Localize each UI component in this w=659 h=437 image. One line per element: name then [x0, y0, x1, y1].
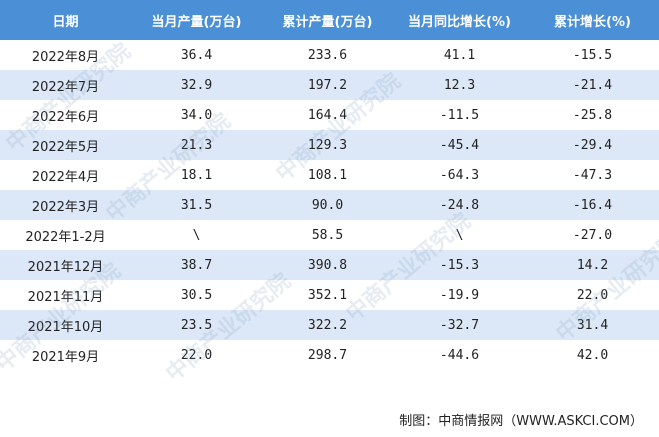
cell-monthly-output: 23.5: [180, 317, 213, 333]
table-row: 2022年3月 31.5 90.0 -24.8 -16.4: [0, 190, 659, 220]
header-monthly-yoy: 当月同比增长(%): [408, 14, 511, 30]
cell-cumulative-growth: 31.4: [576, 317, 609, 333]
cell-cumulative-output: 108.1: [307, 167, 348, 183]
cell-date: 2022年1-2月: [25, 229, 106, 245]
cell-cumulative-output: 233.6: [307, 47, 348, 63]
table-row: 2021年9月 22.0 298.7 -44.6 42.0: [0, 340, 659, 370]
production-table: 日期 当月产量(万台) 累计产量(万台) 当月同比增长(%) 累计增长(%) 2…: [0, 0, 659, 370]
footer-band: [0, 400, 659, 437]
cell-monthly-yoy: -24.8: [439, 197, 480, 213]
cell-monthly-output: 34.0: [180, 107, 213, 123]
cell-monthly-yoy: 12.3: [443, 77, 476, 93]
table-row: 2022年7月 32.9 197.2 12.3 -21.4: [0, 70, 659, 100]
cell-date: 2021年11月: [27, 289, 104, 305]
cell-cumulative-output: 197.2: [307, 77, 348, 93]
table-row: 2021年12月 38.7 390.8 -15.3 14.2: [0, 250, 659, 280]
cell-cumulative-output: 129.3: [307, 137, 348, 153]
cell-cumulative-growth: 22.0: [576, 287, 609, 303]
cell-cumulative-growth: -47.3: [572, 167, 613, 183]
table-row: 2022年6月 34.0 164.4 -11.5 -25.8: [0, 100, 659, 130]
cell-monthly-yoy: -32.7: [439, 317, 480, 333]
table-header-row: 日期 当月产量(万台) 累计产量(万台) 当月同比增长(%) 累计增长(%): [0, 0, 659, 40]
source-credit: 制图：中商情报网（WWW.ASKCI.COM）: [399, 414, 643, 429]
table-row: 2022年4月 18.1 108.1 -64.3 -47.3: [0, 160, 659, 190]
cell-date: 2022年7月: [31, 79, 100, 95]
cell-cumulative-output: 298.7: [307, 347, 348, 363]
header-cumulative-growth: 累计增长(%): [554, 14, 631, 30]
cell-monthly-yoy: -64.3: [439, 167, 480, 183]
cell-monthly-output: 38.7: [180, 257, 213, 273]
cell-date: 2022年4月: [31, 169, 100, 185]
table-row: 2022年1-2月 \ 58.5 \ -27.0: [0, 220, 659, 250]
cell-monthly-output: 30.5: [180, 287, 213, 303]
table-row: 2021年11月 30.5 352.1 -19.9 22.0: [0, 280, 659, 310]
cell-date: 2022年8月: [31, 49, 100, 65]
table-row: 2022年8月 36.4 233.6 41.1 -15.5: [0, 40, 659, 70]
cell-monthly-output: 21.3: [180, 137, 213, 153]
table-row: 2022年5月 21.3 129.3 -45.4 -29.4: [0, 130, 659, 160]
cell-monthly-output: 31.5: [180, 197, 213, 213]
cell-cumulative-output: 322.2: [307, 317, 348, 333]
header-monthly-output: 当月产量(万台): [151, 14, 242, 30]
cell-monthly-yoy: \: [455, 227, 464, 243]
cell-cumulative-output: 58.5: [311, 227, 344, 243]
cell-cumulative-growth: 14.2: [576, 257, 609, 273]
cell-cumulative-output: 164.4: [307, 107, 348, 123]
cell-cumulative-growth: 42.0: [576, 347, 609, 363]
cell-monthly-output: 32.9: [180, 77, 213, 93]
cell-date: 2021年10月: [27, 319, 104, 335]
header-date: 日期: [52, 14, 79, 30]
cell-cumulative-growth: -16.4: [572, 197, 613, 213]
cell-monthly-yoy: -44.6: [439, 347, 480, 363]
cell-cumulative-output: 390.8: [307, 257, 348, 273]
cell-cumulative-growth: -27.0: [572, 227, 613, 243]
cell-cumulative-output: 352.1: [307, 287, 348, 303]
cell-monthly-output: 36.4: [180, 47, 213, 63]
cell-monthly-yoy: -45.4: [439, 137, 480, 153]
cell-cumulative-output: 90.0: [311, 197, 344, 213]
cell-cumulative-growth: -25.8: [572, 107, 613, 123]
cell-cumulative-growth: -15.5: [572, 47, 613, 63]
cell-monthly-yoy: -15.3: [439, 257, 480, 273]
cell-cumulative-growth: -29.4: [572, 137, 613, 153]
cell-date: 2022年6月: [31, 109, 100, 125]
cell-date: 2022年5月: [31, 139, 100, 155]
cell-monthly-output: \: [192, 227, 201, 243]
header-cumulative-output: 累计产量(万台): [282, 14, 373, 30]
cell-monthly-yoy: -19.9: [439, 287, 480, 303]
cell-monthly-output: 22.0: [180, 347, 213, 363]
cell-cumulative-growth: -21.4: [572, 77, 613, 93]
cell-date: 2021年9月: [31, 349, 100, 365]
cell-date: 2021年12月: [27, 259, 104, 275]
cell-monthly-yoy: -11.5: [439, 107, 480, 123]
cell-monthly-yoy: 41.1: [443, 47, 476, 63]
cell-date: 2022年3月: [31, 199, 100, 215]
table-row: 2021年10月 23.5 322.2 -32.7 31.4: [0, 310, 659, 340]
cell-monthly-output: 18.1: [180, 167, 213, 183]
